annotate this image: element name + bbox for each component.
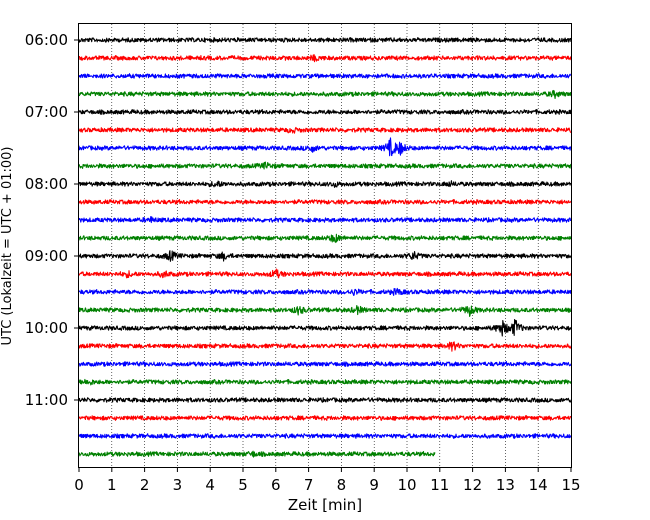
trace-0900 xyxy=(78,250,572,262)
trace-0915 xyxy=(78,268,572,279)
x-tick-label-1: 1 xyxy=(107,476,117,494)
x-tick-label-5: 5 xyxy=(238,476,248,494)
x-axis-label: Zeit [min] xyxy=(288,496,362,514)
x-tick-label-13: 13 xyxy=(496,476,515,494)
y-tick-label-11:00: 11:00 xyxy=(25,391,68,409)
trace-0615 xyxy=(78,54,572,63)
trace-0700 xyxy=(78,109,572,115)
x-tick-label-14: 14 xyxy=(529,476,548,494)
x-tick-label-6: 6 xyxy=(271,476,281,494)
trace-1030 xyxy=(78,361,572,367)
trace-1015 xyxy=(78,341,572,352)
x-tick-label-8: 8 xyxy=(337,476,347,494)
trace-0800 xyxy=(78,180,572,188)
plot-frame xyxy=(78,23,572,468)
trace-1100 xyxy=(78,397,572,403)
y-axis-label: UTC (Lokalzeit = UTC + 01:00) xyxy=(0,147,15,346)
x-tick-label-3: 3 xyxy=(173,476,183,494)
trace-1045 xyxy=(78,378,572,386)
x-tick-label-15: 15 xyxy=(561,476,580,494)
trace-1115 xyxy=(78,415,572,421)
trace-0600 xyxy=(78,37,572,43)
x-tick-label-12: 12 xyxy=(463,476,482,494)
vertical-grid xyxy=(111,24,539,467)
x-tick-label-0: 0 xyxy=(74,476,84,494)
plot-background xyxy=(78,23,572,468)
x-tick-label-2: 2 xyxy=(140,476,150,494)
y-axis-ticks: 06:00 07:00 08:00 09:00 10:00 11:00 xyxy=(25,31,79,409)
x-tick-label-11: 11 xyxy=(430,476,449,494)
x-tick-label-10: 10 xyxy=(397,476,416,494)
trace-1145 xyxy=(78,450,436,458)
y-tick-label-09:00: 09:00 xyxy=(25,247,68,265)
trace-0630 xyxy=(78,73,572,79)
trace-0730 xyxy=(78,137,572,157)
x-tick-label-9: 9 xyxy=(369,476,379,494)
y-tick-label-07:00: 07:00 xyxy=(25,103,68,121)
trace-0815 xyxy=(78,199,572,205)
y-tick-label-08:00: 08:00 xyxy=(25,175,68,193)
trace-0945 xyxy=(78,304,572,317)
y-tick-label-06:00: 06:00 xyxy=(25,31,68,49)
x-tick-label-7: 7 xyxy=(304,476,314,494)
trace-0715 xyxy=(78,126,572,134)
trace-0830 xyxy=(78,216,572,224)
trace-1130 xyxy=(78,433,572,439)
x-tick-label-4: 4 xyxy=(205,476,215,494)
trace-0645 xyxy=(78,89,572,100)
trace-0845 xyxy=(78,233,572,244)
trace-0745 xyxy=(78,161,572,170)
y-tick-label-10:00: 10:00 xyxy=(25,319,68,337)
x-axis-ticks: 0 1 2 3 4 5 6 7 8 9 10 11 12 13 14 15 xyxy=(74,467,581,494)
trace-1000 xyxy=(78,318,572,337)
trace-group xyxy=(78,37,572,458)
trace-0930 xyxy=(78,287,572,296)
